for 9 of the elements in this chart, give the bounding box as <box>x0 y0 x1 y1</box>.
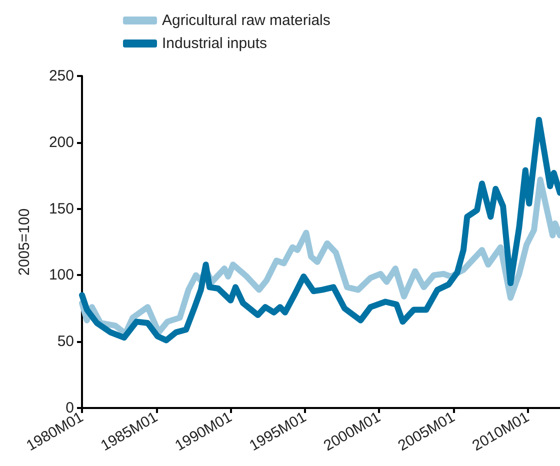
y-tick-label: 200 <box>48 134 74 151</box>
y-tick-label: 250 <box>48 68 74 84</box>
y-tick-label: 50 <box>57 333 74 350</box>
legend-label: Industrial inputs <box>162 35 268 52</box>
y-axis-title: 2005=100 <box>16 208 33 276</box>
y-tick-label: 100 <box>48 266 74 284</box>
y-tick-label: 0 <box>66 400 74 416</box>
y-tick-label: 150 <box>48 200 74 218</box>
legend-label: Agricultural raw materials <box>162 12 330 29</box>
